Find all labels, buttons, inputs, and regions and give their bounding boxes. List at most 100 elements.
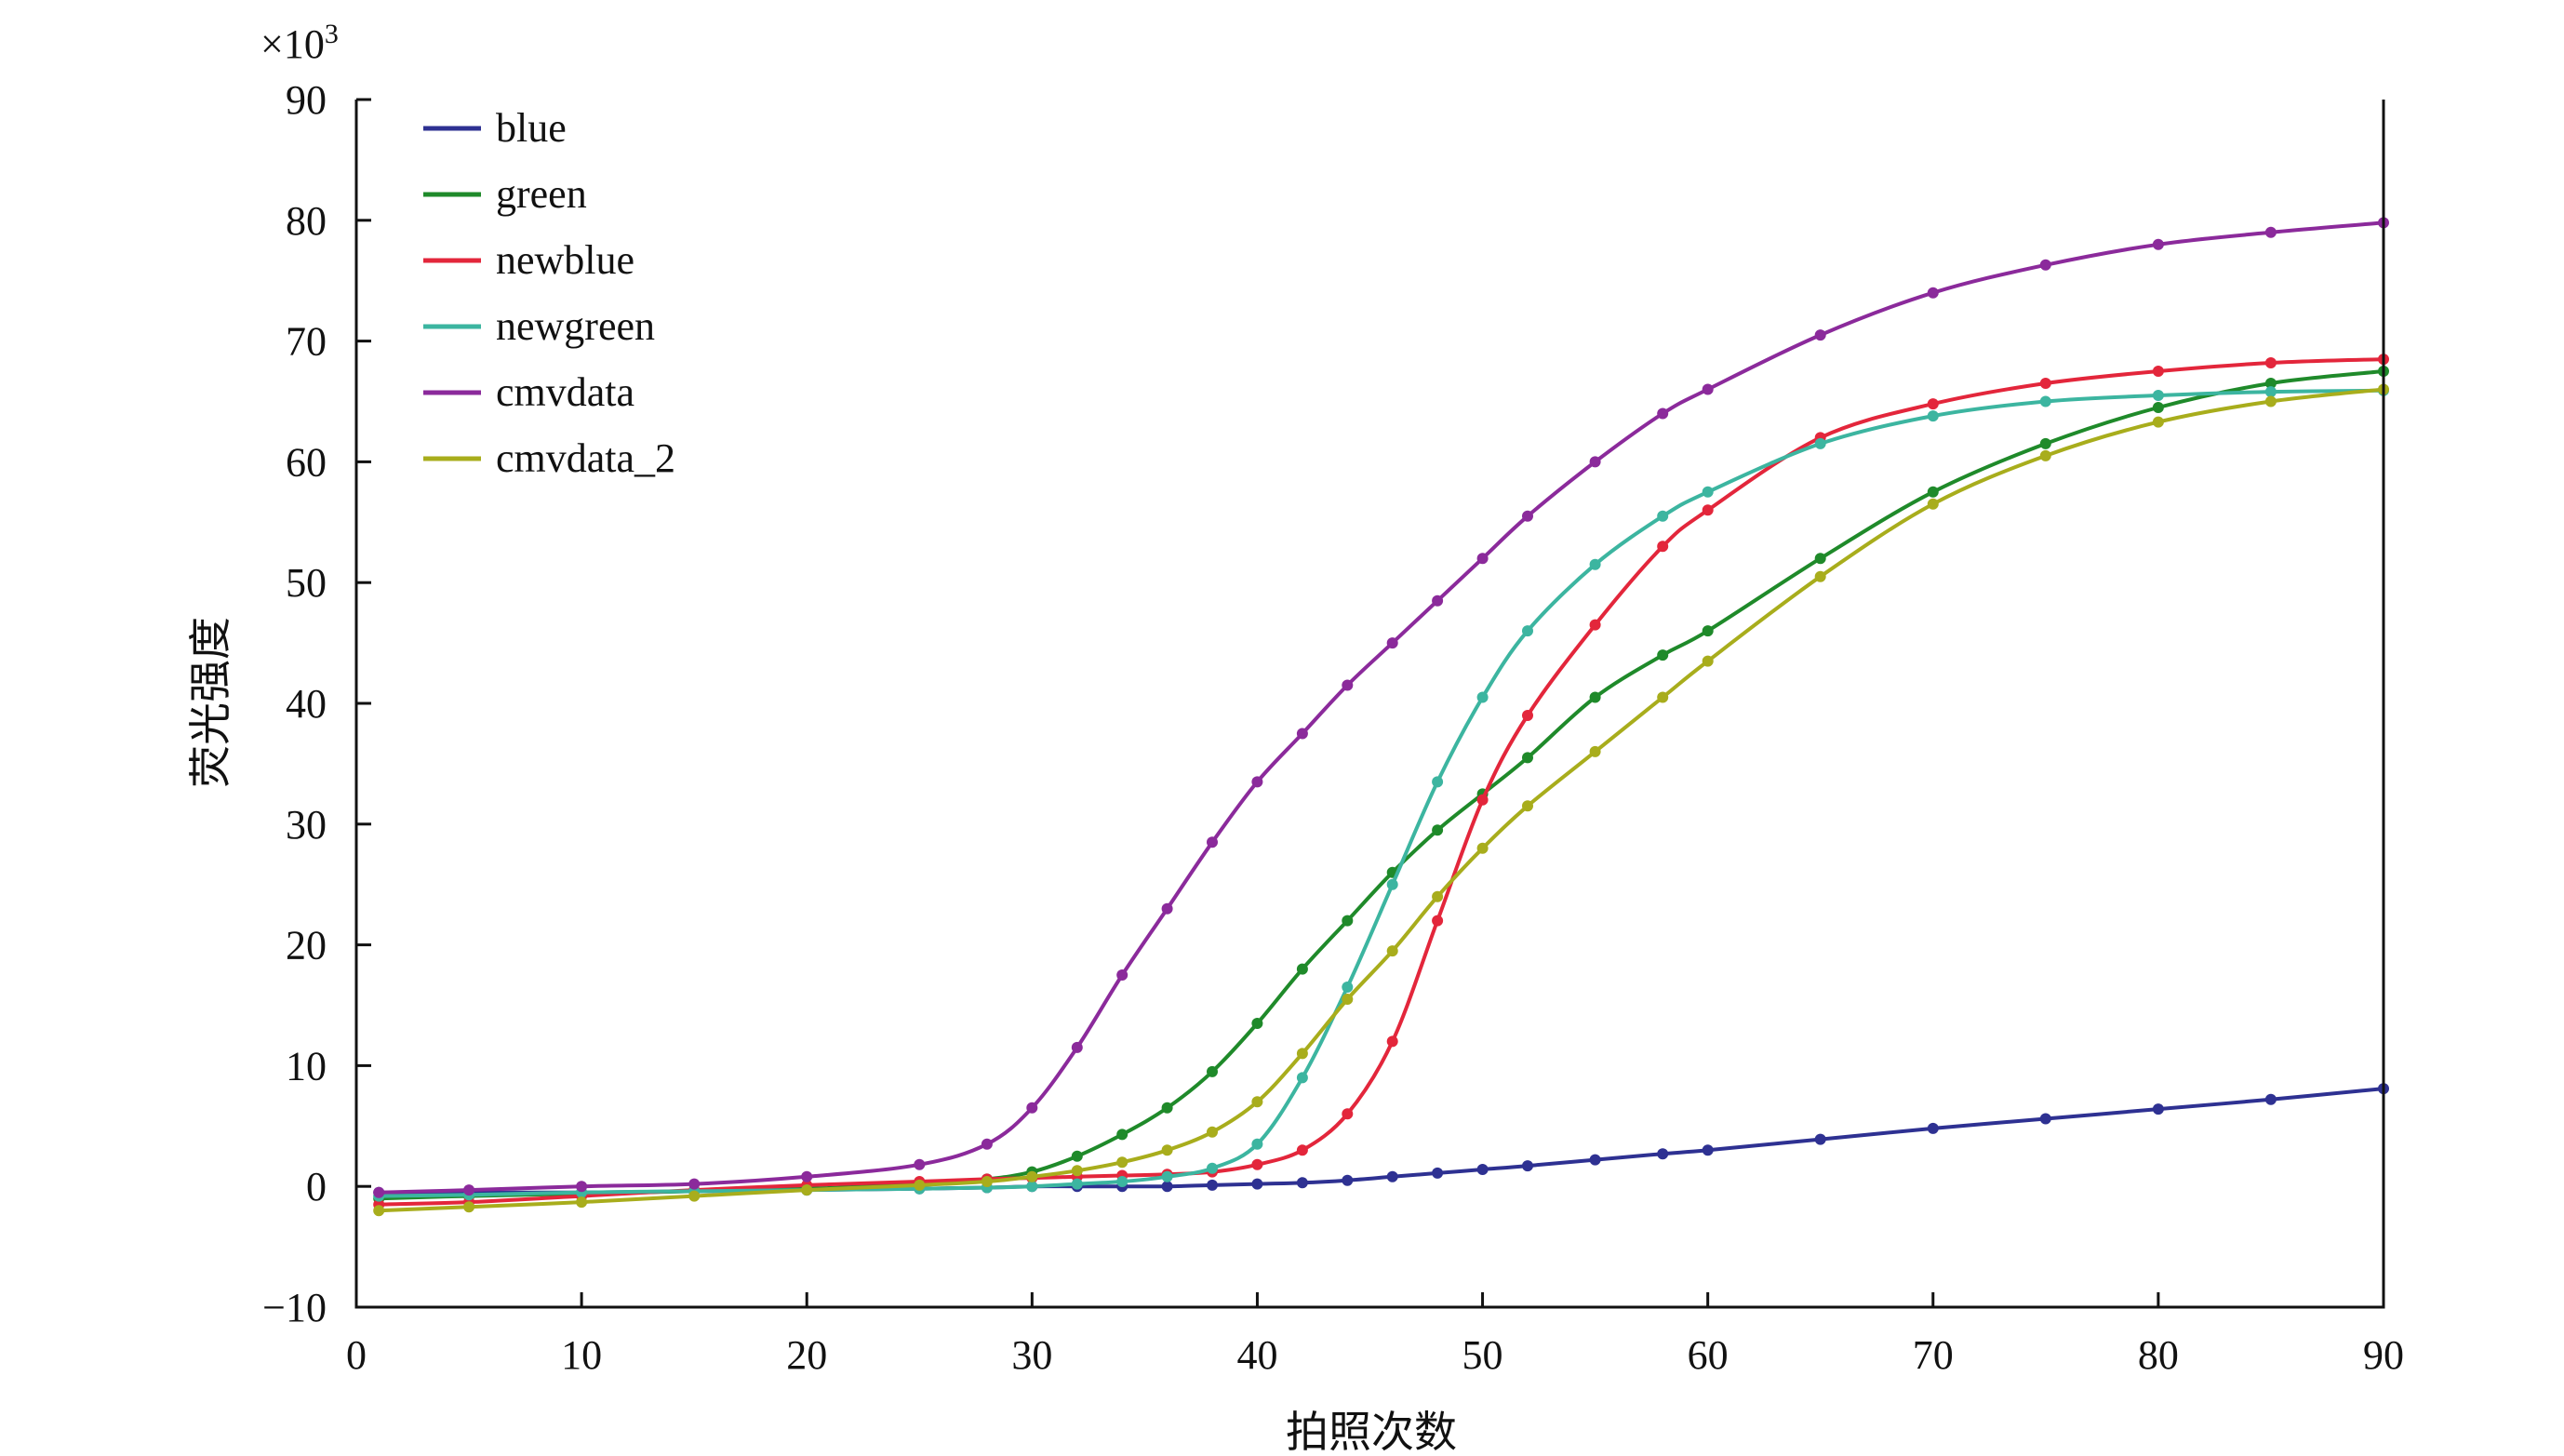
data-point: [1296, 1177, 1308, 1189]
data-point: [1342, 1108, 1354, 1120]
data-point: [1251, 1158, 1263, 1170]
data-point: [1386, 1170, 1398, 1182]
x-tick-label: 80: [2138, 1332, 2179, 1378]
data-point: [1589, 1154, 1601, 1166]
data-point: [1386, 945, 1398, 957]
data-point: [1296, 1048, 1308, 1060]
data-point: [981, 1138, 993, 1150]
data-point: [1927, 498, 1939, 510]
legend-label: blue: [496, 105, 567, 151]
data-point: [1116, 1176, 1128, 1187]
data-point: [1657, 691, 1669, 703]
data-point: [2039, 449, 2051, 461]
data-point: [1116, 1156, 1128, 1169]
x-tick-label: 30: [1011, 1332, 1052, 1378]
data-point: [1251, 1096, 1263, 1108]
data-point: [1026, 1102, 1038, 1114]
y-tick-label: 0: [306, 1164, 327, 1209]
axis-frame: [354, 100, 2385, 1309]
data-point: [1702, 655, 1714, 667]
data-point: [1026, 1170, 1038, 1182]
y-tick-label: 10: [286, 1043, 327, 1089]
data-point: [1589, 691, 1601, 703]
data-point: [2039, 259, 2051, 271]
series-line: [377, 1087, 2385, 1195]
series-green: [373, 366, 2389, 1205]
data-point: [1927, 486, 1939, 498]
series-line: [377, 357, 2385, 1207]
data-point: [1342, 982, 1354, 993]
data-point: [801, 1170, 813, 1182]
data-point: [1589, 558, 1601, 570]
data-point: [463, 1201, 475, 1213]
series-cmvdata_2: [373, 383, 2389, 1217]
data-point: [1657, 1148, 1669, 1160]
legend-label: cmvdata: [496, 369, 634, 415]
data-point: [1814, 329, 1826, 341]
data-point: [688, 1190, 701, 1202]
data-point: [2039, 378, 2051, 389]
y-axis-title: 荧光强度: [185, 617, 235, 788]
data-point: [1476, 842, 1489, 854]
y-tick-label: 40: [286, 681, 327, 727]
data-point: [1927, 1122, 1939, 1134]
data-point: [1432, 890, 1444, 902]
data-point: [2264, 378, 2277, 389]
data-point: [1589, 456, 1601, 468]
data-point: [1207, 836, 1218, 848]
data-point: [1071, 1165, 1083, 1177]
data-point: [1814, 437, 1826, 449]
x-tick-label: 40: [1236, 1332, 1277, 1378]
series-line: [377, 220, 2385, 1195]
x-axis-ticks: 0 10 20 30 40 50 60 70 80 90: [346, 1292, 2404, 1378]
data-point: [2152, 366, 2164, 377]
data-point: [1161, 1102, 1173, 1114]
data-point: [1342, 994, 1354, 1005]
data-point: [1432, 776, 1444, 788]
x-axis-title: 拍照次数: [1286, 1407, 1457, 1456]
data-point: [2152, 416, 2164, 428]
y-tick-label: 50: [286, 560, 327, 606]
data-point: [2039, 1113, 2051, 1125]
data-point: [1476, 1164, 1489, 1175]
data-point: [1026, 1181, 1038, 1193]
data-point: [1702, 486, 1714, 498]
data-point: [2152, 1103, 2164, 1115]
data-point: [981, 1176, 993, 1187]
data-point: [1207, 1126, 1218, 1138]
data-point: [688, 1178, 701, 1190]
y-axis-ticks: −10 0 10 20 30 40 50 60 70 80 90: [262, 77, 371, 1330]
data-point: [1296, 728, 1308, 740]
data-point: [2264, 395, 2277, 407]
legend-item: newblue: [423, 237, 634, 283]
data-point: [1476, 553, 1489, 565]
data-point: [1296, 1144, 1308, 1156]
data-point: [1702, 625, 1714, 637]
y-tick-label: −10: [262, 1285, 327, 1330]
x-tick-label: 10: [561, 1332, 602, 1378]
data-point: [1927, 410, 1939, 422]
data-point: [914, 1158, 926, 1170]
y-tick-label: 20: [286, 923, 327, 968]
data-point: [2264, 386, 2277, 398]
y-tick-label: 90: [286, 77, 327, 123]
x-tick-label: 60: [1688, 1332, 1729, 1378]
data-point: [2152, 390, 2164, 401]
data-point: [1927, 398, 1939, 410]
data-point: [1657, 541, 1669, 553]
data-point: [1251, 1178, 1263, 1190]
data-point: [1522, 752, 1533, 764]
data-point: [1161, 1144, 1173, 1156]
data-point: [1251, 1138, 1263, 1150]
y-multiplier-exponent: 3: [325, 19, 339, 49]
legend-item: cmvdata: [423, 369, 634, 415]
data-point: [1657, 649, 1669, 661]
data-point: [1589, 619, 1601, 631]
data-point: [1522, 800, 1533, 812]
data-point: [1251, 776, 1263, 788]
data-point: [2264, 226, 2277, 238]
data-point: [1386, 1035, 1398, 1048]
data-point: [1657, 510, 1669, 522]
x-tick-label: 90: [2363, 1332, 2404, 1378]
series-layer: [373, 217, 2389, 1217]
